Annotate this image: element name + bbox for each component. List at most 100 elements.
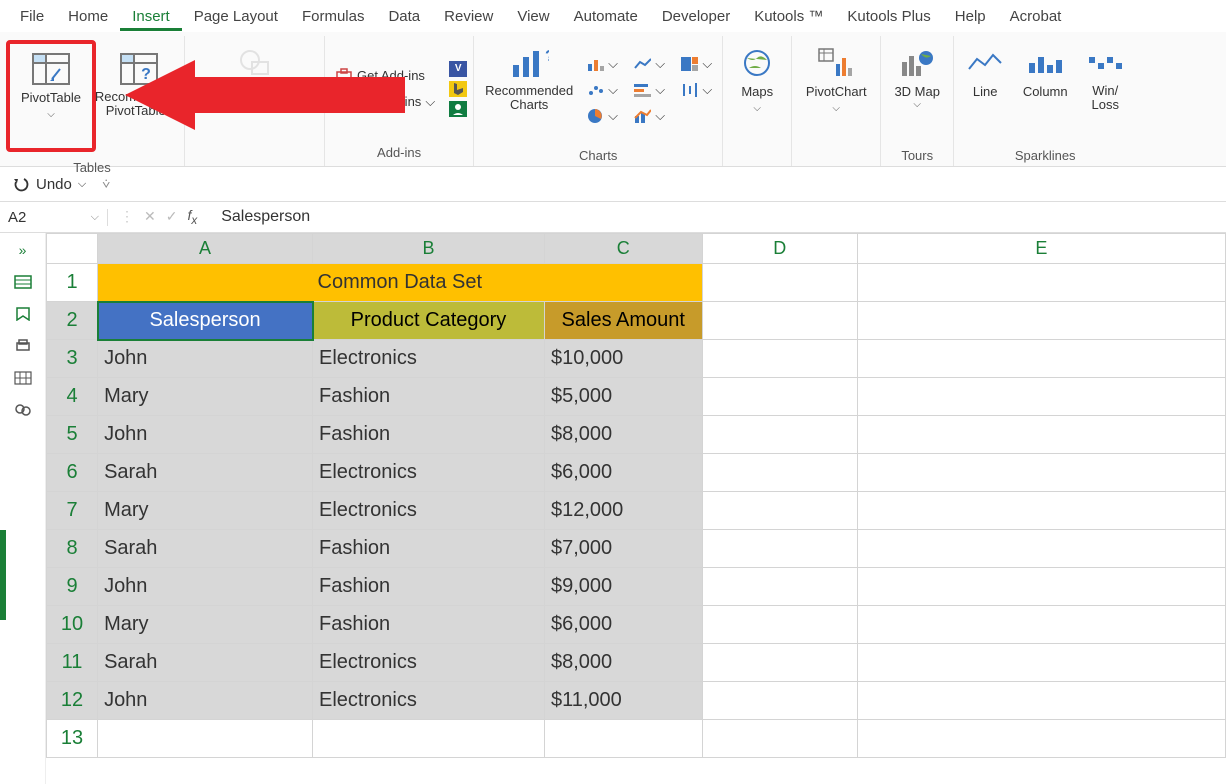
- spreadsheet-grid[interactable]: ABCDE 1Common Data Set2SalespersonProduct…: [46, 233, 1226, 784]
- data-cell[interactable]: Sarah: [98, 454, 313, 492]
- header-cell[interactable]: Sales Amount: [544, 302, 702, 340]
- row-header[interactable]: 2: [47, 302, 98, 340]
- cell[interactable]: [702, 568, 857, 606]
- row-header[interactable]: 5: [47, 416, 98, 454]
- row-header[interactable]: 7: [47, 492, 98, 530]
- enter-formula-button[interactable]: ✓: [166, 208, 178, 225]
- data-cell[interactable]: $7,000: [544, 530, 702, 568]
- get-addins-button[interactable]: Get Add-ins: [331, 65, 439, 87]
- pivottable-button[interactable]: PivotTable ⌵: [12, 46, 90, 146]
- cell[interactable]: [544, 720, 702, 758]
- header-cell[interactable]: Product Category: [313, 302, 545, 340]
- data-cell[interactable]: $12,000: [544, 492, 702, 530]
- combo-chart-icon[interactable]: [633, 107, 651, 125]
- fx-icon[interactable]: fx: [187, 207, 197, 227]
- data-cell[interactable]: $6,000: [544, 606, 702, 644]
- cell[interactable]: [857, 340, 1225, 378]
- data-cell[interactable]: $5,000: [544, 378, 702, 416]
- treemap-icon[interactable]: [680, 55, 698, 73]
- cell[interactable]: [857, 492, 1225, 530]
- name-box[interactable]: A2 ⌵: [0, 209, 108, 226]
- data-cell[interactable]: John: [98, 340, 313, 378]
- visio-icon[interactable]: V: [449, 61, 467, 77]
- menu-item-help[interactable]: Help: [943, 2, 998, 31]
- cell[interactable]: [702, 378, 857, 416]
- sparkline-column-button[interactable]: Column: [1014, 40, 1076, 140]
- cell[interactable]: [857, 682, 1225, 720]
- cell[interactable]: [857, 606, 1225, 644]
- find-icon[interactable]: [12, 401, 34, 419]
- cell[interactable]: [857, 644, 1225, 682]
- row-header[interactable]: 4: [47, 378, 98, 416]
- title-cell[interactable]: Common Data Set: [98, 264, 702, 302]
- data-cell[interactable]: Mary: [98, 606, 313, 644]
- data-cell[interactable]: Fashion: [313, 416, 545, 454]
- cell[interactable]: [98, 720, 313, 758]
- menu-item-insert[interactable]: Insert: [120, 2, 182, 31]
- scatter-icon[interactable]: [586, 81, 604, 99]
- cell[interactable]: [702, 340, 857, 378]
- data-cell[interactable]: Sarah: [98, 644, 313, 682]
- column-header-c[interactable]: C: [544, 234, 702, 264]
- cell[interactable]: [702, 720, 857, 758]
- data-cell[interactable]: Electronics: [313, 492, 545, 530]
- column-header-b[interactable]: B: [313, 234, 545, 264]
- data-cell[interactable]: Fashion: [313, 378, 545, 416]
- menu-item-file[interactable]: File: [8, 2, 56, 31]
- row-header[interactable]: 13: [47, 720, 98, 758]
- data-cell[interactable]: John: [98, 416, 313, 454]
- cell[interactable]: [857, 568, 1225, 606]
- expand-icon[interactable]: »: [12, 241, 34, 259]
- cell[interactable]: [702, 644, 857, 682]
- pie-chart-icon[interactable]: [586, 107, 604, 125]
- data-cell[interactable]: Fashion: [313, 606, 545, 644]
- data-cell[interactable]: $6,000: [544, 454, 702, 492]
- column-header-e[interactable]: E: [857, 234, 1225, 264]
- column-header-d[interactable]: D: [702, 234, 857, 264]
- column-chart-icon[interactable]: [586, 55, 604, 73]
- row-header[interactable]: 11: [47, 644, 98, 682]
- recommended-charts-button[interactable]: ? Recommended Charts: [480, 40, 578, 140]
- menu-item-formulas[interactable]: Formulas: [290, 2, 377, 31]
- menu-item-acrobat[interactable]: Acrobat: [998, 2, 1074, 31]
- menu-item-data[interactable]: Data: [376, 2, 432, 31]
- data-cell[interactable]: Electronics: [313, 682, 545, 720]
- cell[interactable]: [702, 682, 857, 720]
- cell[interactable]: [313, 720, 545, 758]
- data-cell[interactable]: Mary: [98, 378, 313, 416]
- cell[interactable]: [857, 454, 1225, 492]
- row-header[interactable]: 10: [47, 606, 98, 644]
- bookmark-icon[interactable]: [12, 305, 34, 323]
- cell[interactable]: [857, 720, 1225, 758]
- column-header-a[interactable]: A: [98, 234, 313, 264]
- cell[interactable]: [702, 492, 857, 530]
- menu-item-automate[interactable]: Automate: [562, 2, 650, 31]
- my-addins-button[interactable]: My Add-ins ⌵: [331, 91, 439, 113]
- row-header[interactable]: 3: [47, 340, 98, 378]
- cell[interactable]: [702, 530, 857, 568]
- menu-item-kutools-plus[interactable]: Kutools Plus: [835, 2, 942, 31]
- cell[interactable]: [702, 302, 857, 340]
- row-header[interactable]: 1: [47, 264, 98, 302]
- cell[interactable]: [702, 454, 857, 492]
- data-cell[interactable]: $9,000: [544, 568, 702, 606]
- row-header[interactable]: 6: [47, 454, 98, 492]
- cell[interactable]: [857, 378, 1225, 416]
- menu-item-review[interactable]: Review: [432, 2, 505, 31]
- formula-input[interactable]: Salesperson: [209, 208, 1226, 226]
- cell[interactable]: [702, 264, 857, 302]
- sparkline-winloss-button[interactable]: Win/ Loss: [1080, 40, 1130, 140]
- data-cell[interactable]: $8,000: [544, 644, 702, 682]
- header-cell[interactable]: Salesperson: [98, 302, 313, 340]
- data-cell[interactable]: John: [98, 568, 313, 606]
- select-all-corner[interactable]: [47, 234, 98, 264]
- cell[interactable]: [857, 264, 1225, 302]
- data-cell[interactable]: $11,000: [544, 682, 702, 720]
- data-cell[interactable]: Fashion: [313, 568, 545, 606]
- people-icon[interactable]: [449, 101, 467, 117]
- 3d-map-button[interactable]: 3D Map ⌵: [887, 40, 947, 140]
- bing-icon[interactable]: [449, 81, 467, 97]
- grid-icon[interactable]: [12, 369, 34, 387]
- line-chart-icon[interactable]: [633, 55, 651, 73]
- row-header[interactable]: 12: [47, 682, 98, 720]
